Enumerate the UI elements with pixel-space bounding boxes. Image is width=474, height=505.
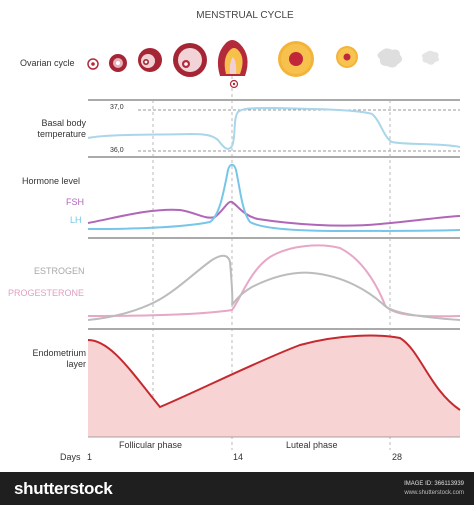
endometrium-fill <box>88 335 460 437</box>
hormone-level-label: Hormone level <box>22 176 81 186</box>
ovarian-cycle-label: Ovarian cycle <box>20 58 75 68</box>
ovulation-icon <box>217 40 248 89</box>
estrogen-curve <box>87 254 461 321</box>
menstrual-cycle-diagram: MENSTRUAL CYCLE <box>87 10 461 450</box>
follicle-1-icon <box>87 58 99 70</box>
corpus-luteum-2-icon <box>336 46 358 68</box>
lh-curve <box>87 163 461 233</box>
stock-footer: shutterstock IMAGE ID: 366113939 www.shu… <box>0 472 474 505</box>
site-url: www.shutterstock.com <box>404 490 464 496</box>
corpus-albicans-2-icon <box>421 50 439 65</box>
image-id: IMAGE ID: 366113939 <box>404 481 464 487</box>
fsh-label: FSH <box>66 197 84 207</box>
progesterone-curve <box>87 244 461 318</box>
fsh-curve <box>87 200 461 227</box>
day-tick-14: 14 <box>233 452 244 462</box>
basal-temp-label: Basal body temperature <box>37 118 86 139</box>
shutterstock-logo: shutterstock <box>14 479 113 498</box>
temperature-curve <box>87 106 461 150</box>
diagram-title: MENSTRUAL CYCLE <box>196 10 294 21</box>
follicle-3-icon <box>138 48 162 72</box>
progesterone-label: PROGESTERONE <box>8 288 85 298</box>
corpus-albicans-1-icon <box>377 48 403 68</box>
endometrium-label: Endometrium layer <box>32 348 86 369</box>
follicle-4-icon <box>173 43 207 77</box>
days-label: Days <box>60 452 81 462</box>
luteal-phase-label: Luteal phase <box>286 440 338 450</box>
day-tick-1: 1 <box>87 452 93 462</box>
corpus-luteum-1-icon <box>278 41 314 77</box>
temp-high-label: 37,0 <box>110 104 124 111</box>
lh-label: LH <box>70 215 82 225</box>
day-tick-28: 28 <box>392 452 403 462</box>
temp-low-label: 36,0 <box>110 147 124 154</box>
endometrium-curve <box>87 334 461 411</box>
follicle-2-icon <box>109 54 127 72</box>
estrogen-label: ESTROGEN <box>34 266 85 276</box>
follicular-phase-label: Follicular phase <box>119 440 183 450</box>
